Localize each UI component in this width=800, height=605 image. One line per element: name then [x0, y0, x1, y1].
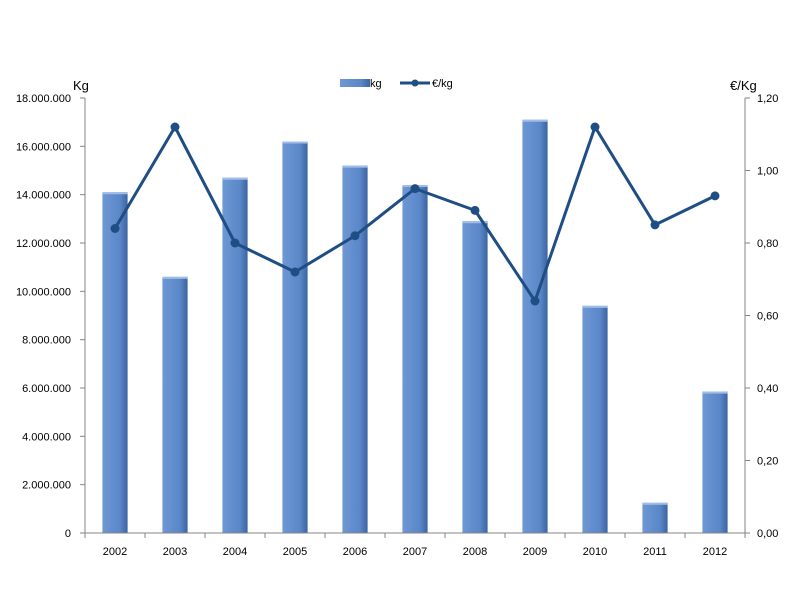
y2-tick-label: 0,00: [757, 528, 778, 540]
y2-axis-title: €/Kg: [730, 78, 757, 93]
bar-top-highlight-2009: [522, 119, 548, 122]
price-marker-2006: [350, 231, 360, 241]
y-axis-title: Kg: [73, 78, 89, 93]
bar-top-highlight-2011: [642, 502, 668, 505]
y2-tick-label: 0,40: [757, 383, 778, 395]
bar-2005: [282, 141, 308, 533]
x-tick-label: 2003: [163, 546, 187, 558]
x-tick-label: 2010: [583, 546, 607, 558]
bar-top-highlight-2005: [282, 141, 308, 144]
x-tick-label: 2002: [103, 546, 127, 558]
y-tick-label: 14.000.000: [16, 190, 71, 202]
price-marker-2007: [410, 184, 420, 194]
y-tick-label: 18.000.000: [16, 93, 71, 105]
bar-top-highlight-2004: [222, 177, 248, 180]
bar-2007: [402, 185, 428, 533]
y2-tick-label: 1,00: [757, 166, 778, 178]
y-tick-label: 12.000.000: [16, 238, 71, 250]
bar-top-highlight-2002: [102, 192, 128, 195]
x-tick-label: 2011: [643, 546, 667, 558]
line-layer: [110, 122, 720, 306]
y-tick-label: 4.000.000: [22, 431, 71, 443]
y-tick-label: 0: [65, 528, 71, 540]
y-tick-label: 2.000.000: [22, 480, 71, 492]
x-tick-label: 2012: [703, 546, 727, 558]
bar-2008: [462, 221, 488, 533]
price-marker-2012: [710, 191, 720, 201]
x-tick-label: 2008: [463, 546, 487, 558]
legend-swatch-bar: [340, 79, 370, 87]
axes-layer: 0 2.000.000 4.000.000 6.000.000 8.000.000 10.…: [16, 93, 778, 558]
price-marker-2009: [530, 296, 540, 306]
y-tick-label: 10.000.000: [16, 286, 71, 298]
price-marker-2002: [110, 224, 120, 233]
price-marker-2008: [470, 205, 480, 215]
price-marker-2011: [650, 220, 660, 230]
bar-2002: [102, 192, 128, 533]
price-marker-2003: [170, 122, 180, 132]
price-marker-2004: [230, 238, 240, 248]
x-tick-label: 2007: [403, 546, 427, 558]
bar-2010: [582, 305, 608, 533]
y-tick-label: 8.000.000: [22, 335, 71, 347]
bar-2006: [342, 165, 368, 533]
price-marker-2005: [290, 267, 300, 277]
x-tick-label: 2009: [523, 546, 547, 558]
y2-tick-label: 0,60: [757, 311, 778, 323]
bar-2004: [222, 177, 248, 533]
legend: kg €/kg: [340, 78, 453, 90]
bar-top-highlight-2003: [162, 276, 188, 279]
bar-2003: [162, 276, 188, 533]
bar-top-highlight-2010: [582, 305, 608, 308]
y2-tick-label: 0,80: [757, 238, 778, 250]
bar-top-highlight-2008: [462, 221, 488, 224]
legend-label-line: €/kg: [432, 78, 453, 90]
legend-swatch-marker: [411, 79, 419, 87]
y-tick-label: 6.000.000: [22, 383, 71, 395]
bar-2009: [522, 119, 548, 533]
x-tick-label: 2004: [223, 546, 247, 558]
legend-label-bar: kg: [370, 78, 382, 90]
price-marker-2010: [590, 122, 600, 132]
bars-layer: [102, 119, 728, 533]
x-tick-label: 2006: [343, 546, 367, 558]
y2-tick-label: 1,20: [757, 93, 778, 105]
bar-top-highlight-2006: [342, 165, 368, 168]
bar-2012: [702, 391, 728, 533]
bar-top-highlight-2012: [702, 391, 728, 394]
y-tick-label: 16.000.000: [16, 141, 71, 153]
x-tick-label: 2005: [283, 546, 307, 558]
y2-tick-label: 0,20: [757, 456, 778, 468]
bar-2011: [642, 502, 668, 533]
